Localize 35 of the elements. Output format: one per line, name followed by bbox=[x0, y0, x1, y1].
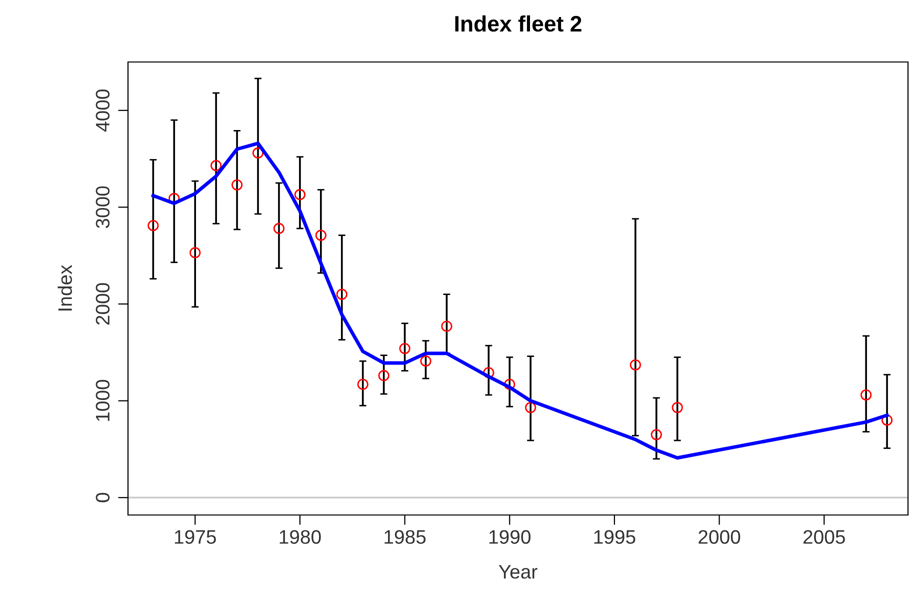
point bbox=[273, 222, 285, 234]
y-tick-label: 0 bbox=[96, 492, 110, 502]
x-tick-label: 1995 bbox=[594, 530, 636, 544]
y-tick-label: 2000 bbox=[96, 283, 110, 325]
x-tick-label: 2000 bbox=[698, 530, 740, 544]
y-tick-label: 4000 bbox=[96, 90, 110, 132]
x-tick-label: 1985 bbox=[384, 530, 426, 544]
point bbox=[252, 147, 264, 159]
point bbox=[399, 342, 410, 354]
point bbox=[672, 402, 683, 414]
point bbox=[148, 220, 159, 232]
point bbox=[336, 288, 348, 300]
point bbox=[294, 189, 306, 200]
point bbox=[420, 356, 432, 367]
point bbox=[630, 359, 641, 371]
x-tick-label: 1975 bbox=[174, 530, 216, 544]
point bbox=[504, 378, 516, 390]
x-tick-label: 1980 bbox=[280, 530, 321, 544]
point bbox=[231, 179, 243, 190]
x-tick-label: 1990 bbox=[489, 530, 530, 544]
point bbox=[525, 402, 536, 414]
point bbox=[860, 389, 872, 401]
point bbox=[357, 378, 368, 390]
x-axis-title: Year bbox=[498, 565, 538, 579]
point bbox=[650, 429, 662, 440]
y-tick-label: 1000 bbox=[96, 380, 110, 421]
point bbox=[315, 230, 326, 241]
y-tick-label: 3000 bbox=[96, 186, 110, 228]
point bbox=[190, 247, 201, 258]
point bbox=[441, 320, 452, 332]
chart-title: Index fleet 2 bbox=[455, 15, 582, 32]
point bbox=[210, 160, 222, 172]
y-axis-title: Index bbox=[58, 264, 72, 310]
point bbox=[378, 370, 390, 382]
x-tick-label: 2005 bbox=[803, 530, 845, 544]
